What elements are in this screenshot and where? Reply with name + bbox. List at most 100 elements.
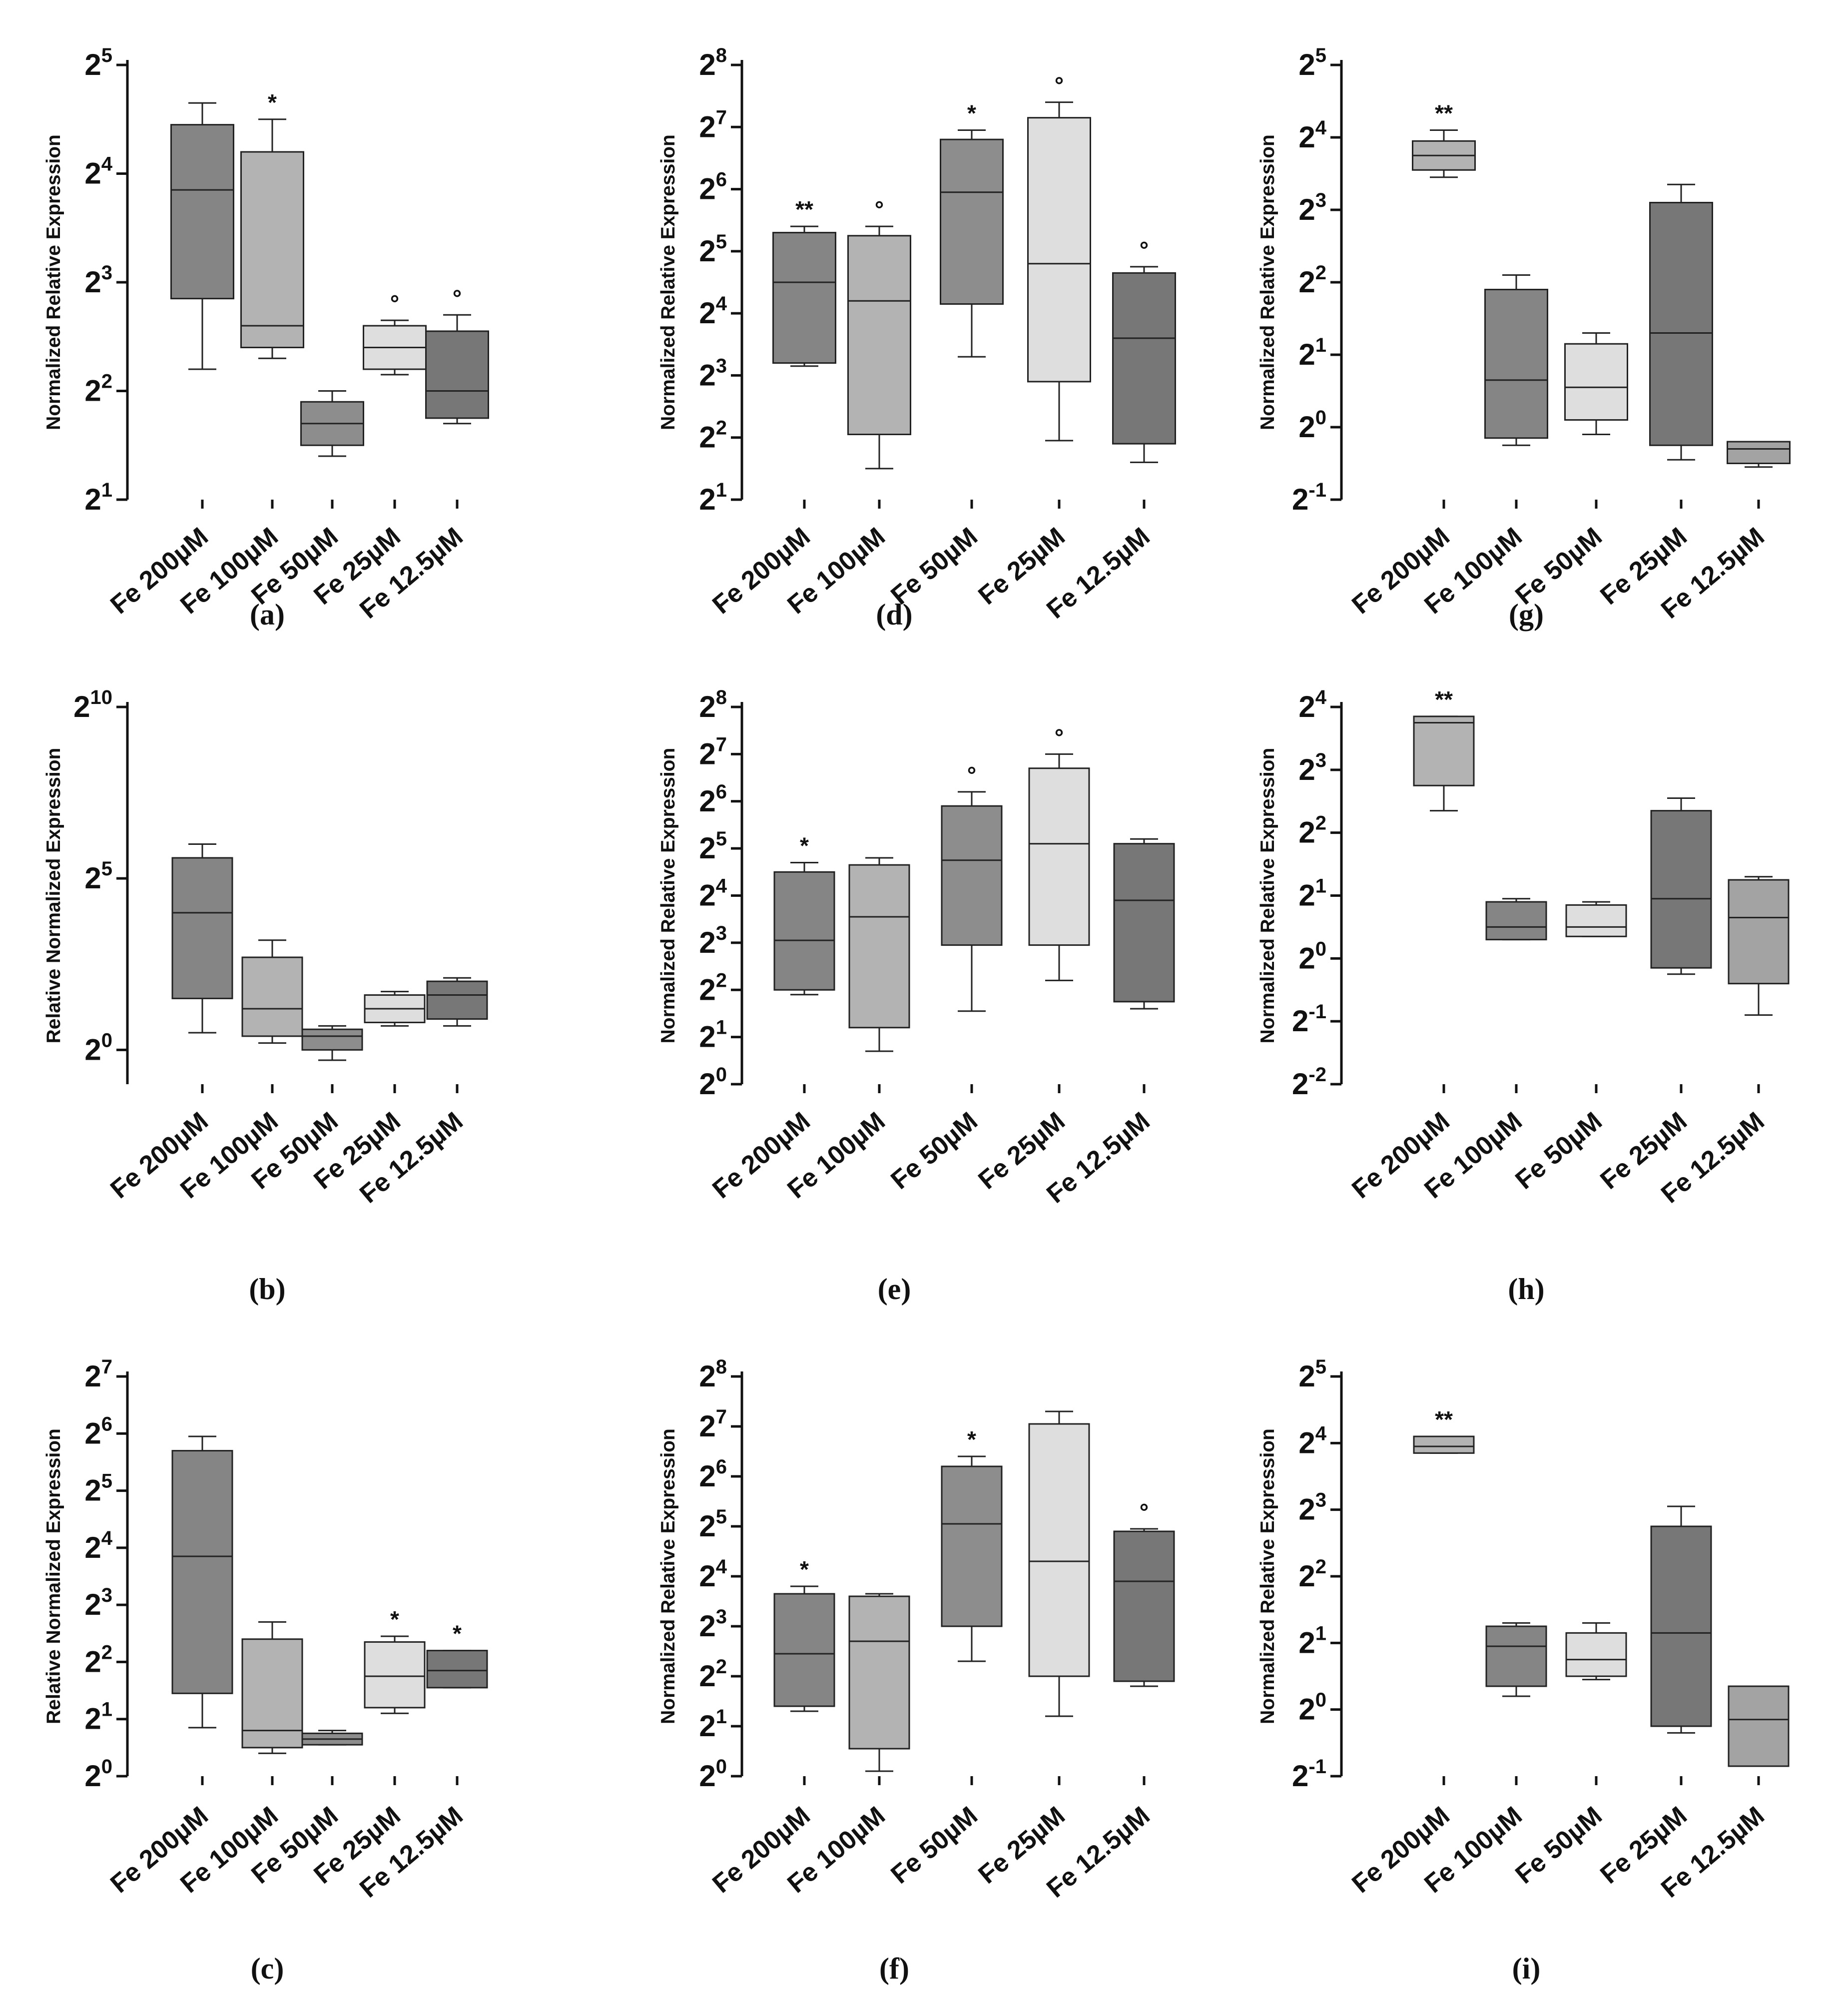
significance-marker: * <box>390 1606 399 1632</box>
significance-marker: * <box>800 832 809 858</box>
box-iqr <box>1484 289 1548 439</box>
box-iqr <box>1028 1423 1090 1677</box>
box-4: ° <box>1028 724 1090 981</box>
box-iqr <box>1413 715 1475 786</box>
panel-f: 20 21 22 23 24 25 26 27 28 Normalized Relative Ex… <box>657 1356 1175 1985</box>
box-iqr <box>241 1638 303 1749</box>
y-axis-label: Normalized Relative Expression <box>43 134 64 430</box>
y-tick-label: 20 <box>1298 407 1326 444</box>
y-tick-label: 24 <box>699 875 727 912</box>
y-tick-label: 25 <box>1298 1356 1326 1393</box>
y-tick-label: 20 <box>84 1029 112 1066</box>
box-iqr <box>170 124 234 300</box>
box-iqr <box>941 805 1003 946</box>
y-tick-label: 26 <box>699 1456 727 1493</box>
box-4 <box>1649 183 1713 461</box>
y-axis-label: Relative Normalized Expression <box>43 748 64 1044</box>
box-3: * <box>941 1426 1003 1662</box>
y-tick-label: 24 <box>1298 1422 1326 1459</box>
y-axis-label: Normalized Relative Expression <box>1257 134 1278 430</box>
panel-label: (b) <box>249 1273 285 1306</box>
y-axis-label: Normalized Relative Expression <box>1257 1428 1278 1724</box>
y-tick-label: 22 <box>699 969 727 1006</box>
box-2 <box>1485 898 1547 941</box>
y-tick-label: 20 <box>84 1756 112 1793</box>
box-2 <box>241 1621 303 1754</box>
box-2 <box>848 857 910 1052</box>
box-4: ° <box>363 290 427 376</box>
box-4 <box>1650 797 1712 975</box>
panel-a: 21 22 23 24 25 Normalized Relative Expression… <box>43 44 489 631</box>
box-3 <box>1565 1622 1627 1681</box>
box-5 <box>1728 1685 1790 1767</box>
box-iqr <box>1728 879 1790 985</box>
box-iqr <box>171 857 233 999</box>
y-tick-label: 20 <box>699 1756 727 1793</box>
y-tick-label: 26 <box>699 169 727 206</box>
y-tick-label: 26 <box>84 1413 112 1450</box>
significance-marker: * <box>268 89 277 115</box>
y-tick-label: 25 <box>699 828 727 865</box>
box-iqr <box>1650 1525 1712 1727</box>
box-1 <box>171 1435 233 1729</box>
box-iqr <box>941 1465 1003 1627</box>
significance-marker: ° <box>1055 72 1064 98</box>
y-tick-label: 24 <box>1298 686 1326 723</box>
box-2 <box>848 1593 910 1772</box>
panel-d: 21 22 23 24 25 26 27 28 Normalized Relative Expr… <box>657 44 1176 631</box>
panel-label: (g) <box>1509 598 1544 631</box>
box-3 <box>1565 901 1627 937</box>
box-4: ° <box>1027 72 1091 442</box>
box-4 <box>364 991 426 1027</box>
y-axis-label: Normalized Relative Expression <box>657 1428 679 1724</box>
box-4 <box>1650 1505 1712 1734</box>
y-axis-label: Normalized Relative Expression <box>657 748 679 1044</box>
y-tick-label: 23 <box>84 1584 112 1621</box>
significance-marker: ** <box>1435 100 1453 126</box>
panel-label: (f) <box>879 1952 909 1985</box>
y-tick-label: 25 <box>1298 44 1326 81</box>
box-iqr <box>301 1028 363 1051</box>
y-axis-label: Normalized Relative Expression <box>1257 748 1278 1044</box>
y-tick-label: 23 <box>1298 189 1326 226</box>
box-iqr <box>773 871 835 991</box>
box-2: * <box>240 89 304 359</box>
y-tick-label: 22 <box>1298 812 1326 849</box>
box-iqr <box>1485 901 1547 941</box>
y-tick-label: 22 <box>1298 262 1326 299</box>
box-5: ° <box>1112 237 1176 463</box>
y-tick-label: 25 <box>699 1506 727 1543</box>
panel-label: (h) <box>1508 1273 1544 1306</box>
x-tick-label: Fe 50µM <box>885 1107 983 1195</box>
y-tick-label: 23 <box>1298 1489 1326 1526</box>
y-tick-label: 20 <box>1298 1689 1326 1726</box>
box-1 <box>170 102 234 370</box>
y-axis-label: Normalized Relative Expression <box>657 134 679 430</box>
y-tick-label: 27 <box>699 733 727 770</box>
box-iqr <box>1565 1632 1627 1677</box>
box-iqr <box>171 1450 233 1694</box>
y-tick-label: 23 <box>84 262 112 299</box>
box-iqr <box>848 1595 910 1750</box>
box-4: * <box>364 1606 426 1714</box>
panel-label: (c) <box>251 1952 284 1985</box>
significance-marker: ° <box>1140 1499 1149 1525</box>
significance-marker: * <box>967 100 976 126</box>
y-tick-label: 21 <box>699 1706 727 1743</box>
box-1: * <box>773 1556 835 1712</box>
y-tick-label: 2-1 <box>1292 1001 1326 1038</box>
panel-label: (a) <box>250 598 285 631</box>
box-iqr <box>772 232 836 364</box>
panel-label: (d) <box>876 598 912 631</box>
y-tick-label: 28 <box>699 1356 727 1393</box>
y-tick-label: 24 <box>1298 117 1326 154</box>
box-iqr <box>1112 272 1176 445</box>
y-tick-label: 21 <box>699 1017 727 1054</box>
box-iqr <box>940 138 1004 305</box>
box-iqr <box>240 151 304 348</box>
box-5 <box>1727 441 1791 468</box>
box-iqr <box>847 235 911 435</box>
box-iqr <box>425 330 489 419</box>
box-1: * <box>773 832 835 996</box>
